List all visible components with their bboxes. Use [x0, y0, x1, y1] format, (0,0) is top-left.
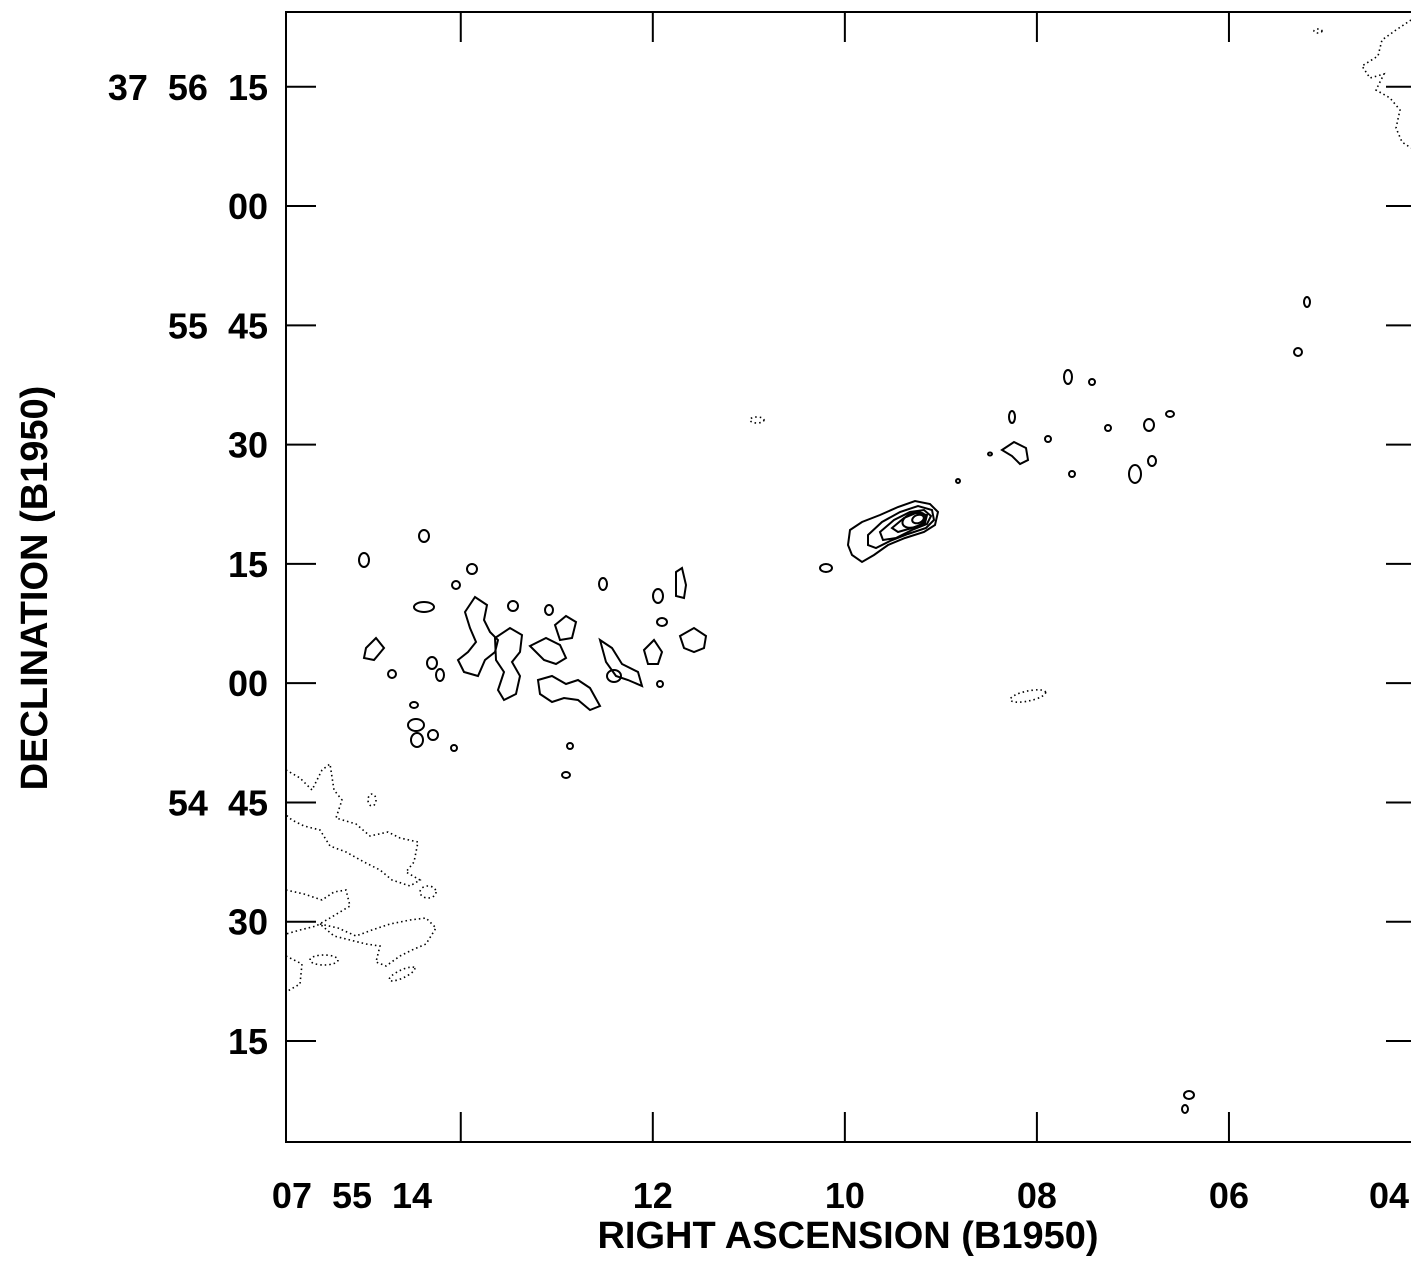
contour-rblob-11 [1293, 347, 1303, 357]
contour-blob-3 [413, 601, 435, 613]
contour-neg-8 [367, 793, 377, 807]
contour-rblob-10 [1147, 455, 1157, 467]
contour-rblob-7 [1143, 418, 1155, 432]
contour-core-6 [911, 513, 925, 525]
y-tick-label: 00 [228, 186, 268, 227]
contour-blob-16 [598, 577, 608, 591]
y-tick-label: 30 [228, 902, 268, 943]
x-tick-label: 08 [1017, 1175, 1057, 1216]
contour-rblob-14 [1181, 1104, 1189, 1114]
plot-frame [285, 11, 1411, 1143]
contour-blob-23 [819, 563, 833, 573]
contour-neg-5 [309, 954, 339, 966]
contour-rblob-2 [1063, 369, 1073, 385]
contour-neg-7 [388, 966, 416, 982]
contour-lobe-6 [553, 614, 578, 642]
contour-rblob-16 [987, 451, 993, 457]
x-tick-label: 12 [633, 1175, 673, 1216]
contour-blob-20 [566, 742, 574, 750]
contour-rblob-1 [1008, 410, 1016, 424]
contour-blob-15 [544, 604, 554, 616]
contour-neg-1 [285, 762, 422, 887]
y-tick-label: 55 45 [168, 305, 268, 346]
contour-core-5 [901, 511, 927, 529]
contour-neg-6 [419, 885, 437, 899]
contour-blob-10 [410, 732, 424, 748]
contour-core-2 [867, 504, 936, 550]
y-tick-label: 54 45 [168, 782, 268, 823]
contour-core-3 [878, 508, 933, 542]
contour-lobe-3 [528, 636, 568, 666]
contour-core-outer [846, 499, 940, 564]
contour-blob-2 [358, 552, 370, 568]
contour-rblob-4 [1044, 435, 1052, 443]
x-tick-label: 07 55 14 [272, 1175, 432, 1216]
contour-neg-11 [1360, 19, 1411, 149]
y-axis-title: DECLINATION (B1950) [14, 386, 56, 791]
contour-neg-2 [285, 889, 351, 935]
contour-blob-22 [606, 669, 622, 683]
contour-rblob-6 [1104, 424, 1112, 432]
contour-blob-21 [561, 771, 571, 779]
contour-rblob-12 [1303, 296, 1311, 308]
contour-lobe-9 [675, 566, 688, 600]
y-tick-label: 30 [228, 425, 268, 466]
contour-rblob-8 [1165, 410, 1175, 418]
contour-neg-10 [749, 416, 765, 424]
contour-blob-9 [407, 718, 425, 732]
positive-contours [358, 296, 1311, 1114]
contour-rblob-13 [1183, 1090, 1195, 1100]
y-tick-label: 00 [228, 663, 268, 704]
contour-rblob-3 [1088, 378, 1096, 386]
contour-lobe-10 [362, 636, 386, 662]
contour-blob-11 [427, 729, 439, 741]
contour-lobe-7 [642, 638, 664, 665]
contour-blob-1 [418, 529, 430, 543]
contour-blob-18 [656, 617, 668, 627]
contour-rblob-5 [1068, 470, 1076, 478]
x-axis-ticks: 07 55 14 12 10 08 06 04 [272, 12, 1409, 1216]
contour-blob-13 [450, 744, 458, 752]
contour-lobe-1 [456, 595, 500, 678]
contour-blob-19 [656, 680, 664, 688]
contour-lobe-2 [493, 626, 524, 702]
contour-lobe-5 [598, 637, 644, 688]
contour-blob-12 [409, 701, 419, 709]
contour-blob-4 [466, 563, 478, 575]
y-tick-label: 37 56 15 [108, 67, 268, 108]
y-axis-ticks: 37 56 15 00 55 45 30 15 00 54 45 30 15 [108, 67, 1411, 1062]
contour-neg-4 [285, 955, 303, 993]
x-axis-title: RIGHT ASCENSION (B1950) [597, 1215, 1098, 1257]
negative-contours [285, 19, 1411, 993]
contour-neg-3 [319, 917, 438, 967]
y-tick-label: 15 [228, 544, 268, 585]
contour-blob-6 [426, 656, 438, 670]
contour-neg-12 [1313, 28, 1323, 34]
contour-blob-5 [451, 580, 461, 590]
contour-blob-14 [507, 600, 519, 612]
contour-lobe-8 [678, 626, 708, 654]
x-tick-label: 04 [1369, 1175, 1409, 1216]
contour-blob-17 [652, 588, 664, 604]
y-tick-label: 15 [228, 1021, 268, 1062]
contour-blob-7 [387, 669, 397, 679]
x-tick-label: 10 [825, 1175, 865, 1216]
contour-lobe-4 [536, 674, 602, 712]
contour-neg-9 [1009, 689, 1047, 703]
x-tick-label: 06 [1209, 1175, 1249, 1216]
contour-rblob-15 [955, 478, 961, 484]
contour-blob-8 [435, 668, 445, 682]
contour-rblob-9 [1128, 464, 1142, 484]
contour-rlobe-1 [1000, 440, 1030, 466]
